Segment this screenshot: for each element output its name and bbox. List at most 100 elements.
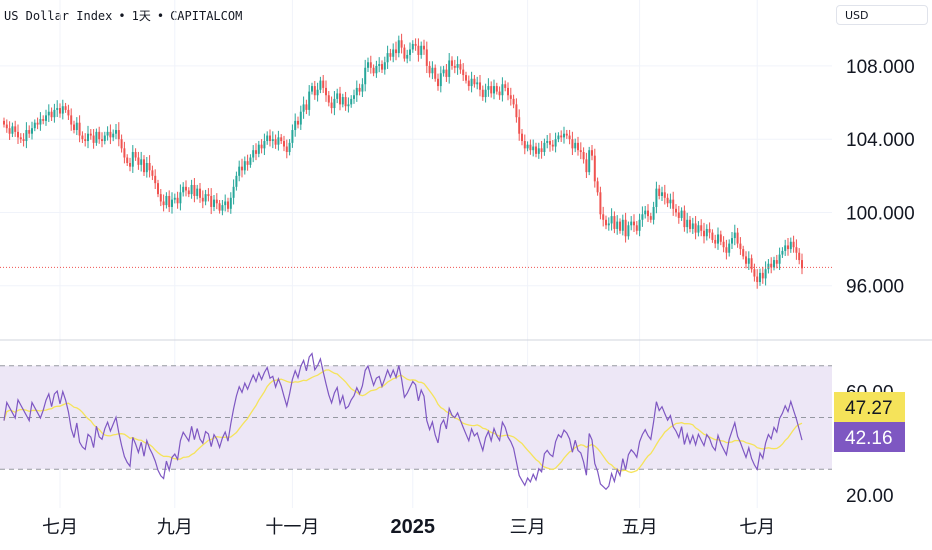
candle-body: [747, 258, 750, 264]
candle-body: [277, 137, 280, 145]
candle-body: [697, 225, 700, 233]
candle-body: [378, 64, 381, 66]
candle-body: [770, 263, 773, 268]
candles: [0, 33, 832, 289]
candle-body: [453, 65, 456, 68]
rsi-ma-value-tag-bg: [834, 392, 905, 422]
candle-body: [134, 152, 137, 158]
candle-body: [717, 234, 719, 244]
candle-body: [350, 98, 353, 105]
candle-body: [98, 131, 101, 140]
candle-body: [750, 258, 753, 270]
grid: [0, 0, 932, 508]
candle-body: [476, 82, 479, 85]
chart-title[interactable]: US Dollar Index • 1天 • CAPITALCOM: [4, 7, 242, 24]
candle-body: [322, 80, 325, 88]
candle-body: [686, 219, 689, 228]
candle-body: [207, 194, 210, 196]
candle-body: [459, 64, 462, 70]
candle-body: [585, 159, 588, 173]
candle-body: [33, 122, 36, 129]
candle-body: [694, 223, 697, 233]
candle-body: [722, 241, 725, 248]
candle-body: [703, 230, 705, 237]
candle-body: [675, 208, 677, 213]
candle-body: [756, 276, 759, 283]
candle-body: [795, 247, 798, 253]
candle-body: [112, 133, 115, 138]
candle-body: [333, 98, 336, 109]
candle-body: [224, 201, 227, 206]
candle-body: [557, 135, 560, 140]
candle-body: [361, 84, 364, 92]
candle-body: [532, 146, 535, 151]
candle-body: [367, 62, 369, 68]
candle-body: [305, 104, 308, 110]
candle-body: [509, 95, 512, 99]
candle-body: [243, 161, 246, 171]
candle-body: [792, 241, 795, 248]
candle-body: [731, 238, 733, 244]
candle-body: [462, 69, 465, 76]
candle-body: [574, 142, 577, 149]
candle-body: [285, 146, 288, 153]
x-tick-label: 九月: [157, 517, 193, 538]
candle-body: [733, 232, 736, 239]
candle-body: [495, 86, 498, 92]
candle-body: [14, 126, 17, 132]
candle-body: [383, 62, 386, 70]
candle-body: [515, 104, 518, 118]
candle-body: [742, 249, 745, 257]
candle-body: [523, 141, 526, 149]
candle-body: [764, 269, 767, 279]
symbol-name: US Dollar Index: [4, 9, 113, 23]
candle-body: [406, 54, 409, 59]
candle-body: [658, 188, 661, 196]
candle-body: [512, 98, 515, 105]
candle-body: [428, 65, 431, 74]
currency-button[interactable]: USD: [836, 5, 928, 25]
candle-body: [129, 163, 131, 167]
candle-body: [92, 135, 95, 143]
candle-body: [535, 146, 537, 154]
candle-body: [577, 142, 579, 151]
candle-body: [330, 102, 333, 109]
y-tick-label: 96.000: [846, 277, 904, 298]
candle-body: [325, 87, 327, 96]
candle-body: [3, 120, 5, 125]
candle-body: [120, 139, 123, 149]
x-tick-label: 七月: [739, 517, 775, 538]
candle-body: [711, 232, 714, 240]
candle-body: [778, 254, 781, 264]
candle-body: [246, 161, 249, 165]
candle-body: [173, 197, 176, 200]
candle-body: [218, 203, 221, 211]
rsi-line: [3, 352, 803, 491]
candle-body: [409, 49, 411, 55]
x-tick-label: 五月: [622, 517, 658, 538]
candle-body: [201, 197, 204, 202]
candle-body: [649, 216, 652, 220]
candle-body: [84, 139, 87, 142]
candle-body: [288, 142, 291, 153]
candle-body: [336, 93, 339, 99]
candle-body: [568, 135, 571, 140]
candle-body: [302, 104, 305, 112]
candle-body: [283, 141, 285, 147]
candle-body: [714, 239, 717, 244]
candle-body: [364, 67, 367, 85]
candle-body: [221, 205, 224, 211]
interval-label: 1天: [131, 9, 151, 23]
candle-body: [560, 135, 563, 138]
candle-body: [227, 201, 229, 209]
candle-body: [143, 159, 145, 173]
candle-body: [89, 133, 92, 136]
candle-body: [294, 120, 297, 131]
candle-body: [327, 95, 330, 103]
candle-body: [50, 111, 53, 118]
candle-body: [767, 263, 770, 270]
candle-body: [442, 69, 445, 74]
candle-body: [638, 219, 641, 231]
candle-body: [490, 86, 493, 94]
